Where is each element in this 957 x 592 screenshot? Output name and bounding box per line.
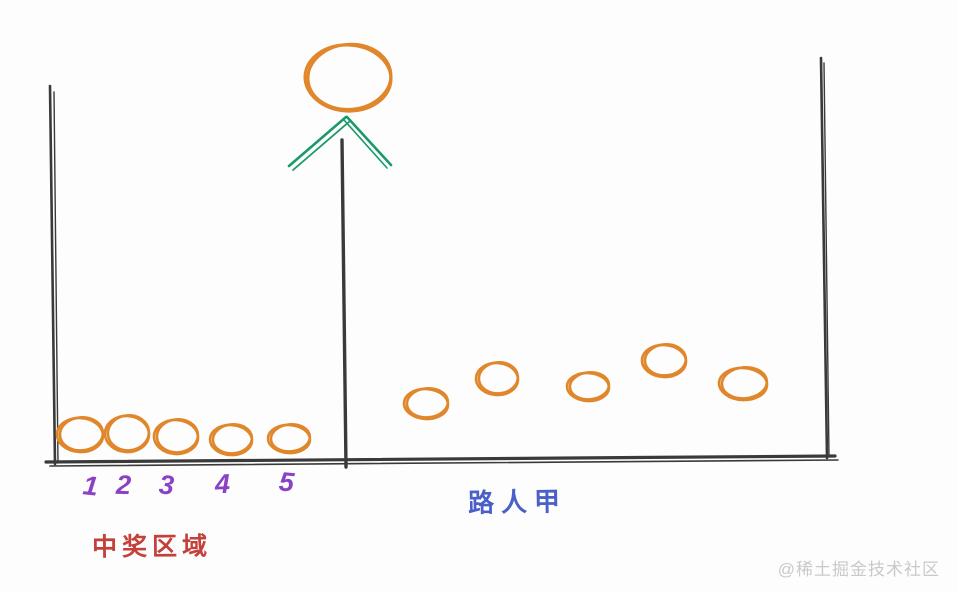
passerby-ball-5 <box>717 366 769 402</box>
slot-number-5: 5 <box>277 466 296 498</box>
winning-ball-3 <box>152 418 200 456</box>
passerby-ball-2 <box>474 361 520 397</box>
winning-ball-1 <box>55 416 105 454</box>
winning-ball-5 <box>266 423 312 455</box>
winning-ball-4 <box>208 423 254 457</box>
passerby-ball-3 <box>565 371 611 403</box>
divider-pole <box>340 138 348 469</box>
ground-line <box>44 454 839 467</box>
passerby-label: 路人甲 <box>467 486 568 518</box>
winning-ball-2 <box>103 414 151 454</box>
slot-number-3: 3 <box>158 469 176 501</box>
slot-number-2: 2 <box>115 469 132 501</box>
watermark: @稀土掘金技术社区 <box>777 560 940 579</box>
person-head-circle <box>303 42 393 113</box>
passerby-ball-4 <box>640 343 688 379</box>
arrow-up-icon <box>287 115 393 171</box>
passerby-ball-1 <box>402 387 450 421</box>
right-wall <box>819 56 830 460</box>
left-wall <box>48 84 59 466</box>
slot-number-1: 1 <box>81 470 100 502</box>
slot-number-4: 4 <box>214 468 231 500</box>
winning-area-label: 中奖区域 <box>91 532 213 562</box>
